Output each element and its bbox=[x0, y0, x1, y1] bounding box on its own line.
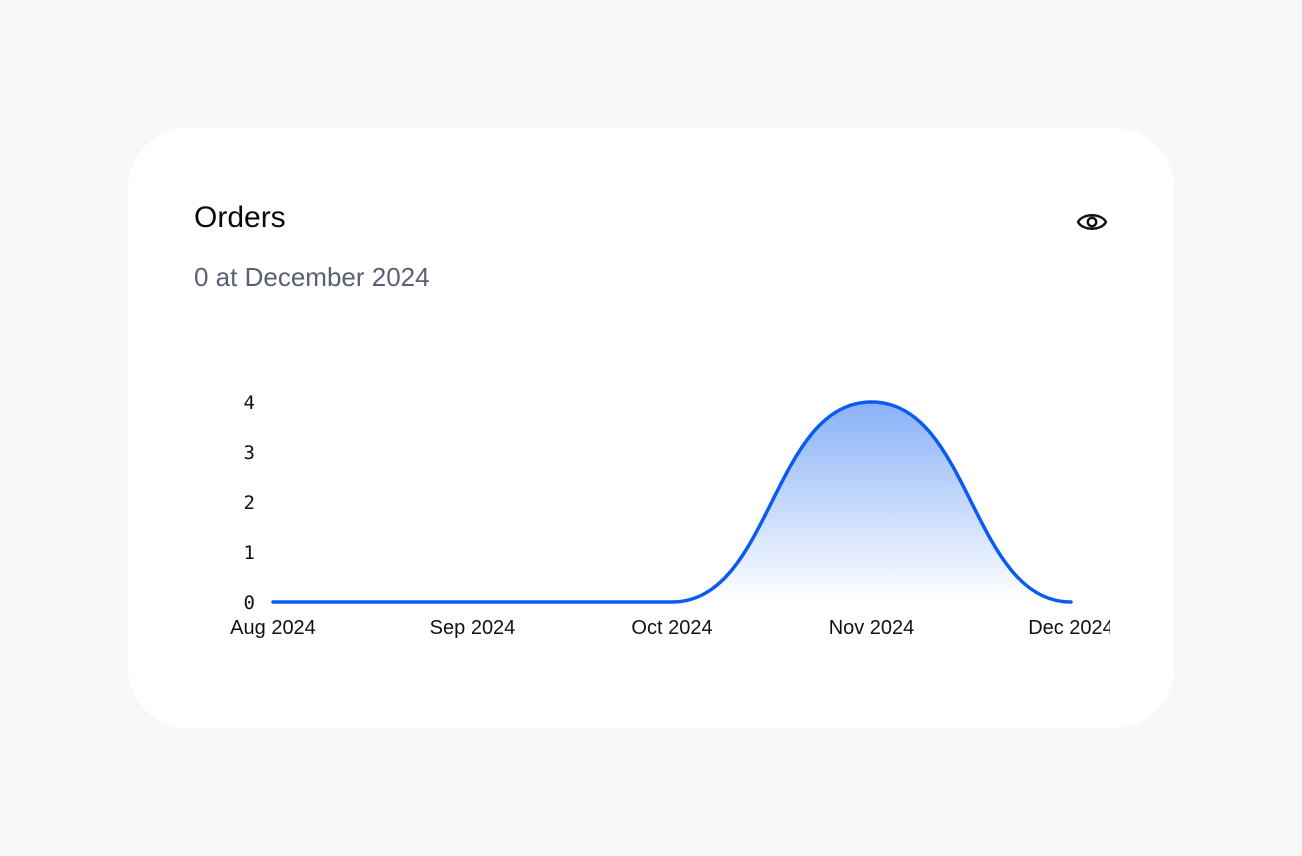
y-tick-label: 1 bbox=[244, 542, 255, 564]
x-tick-label: Dec 2024 bbox=[1028, 617, 1114, 639]
y-tick-label: 2 bbox=[244, 492, 255, 514]
y-tick-label: 3 bbox=[244, 442, 255, 464]
x-tick-label: Aug 2024 bbox=[230, 617, 316, 639]
y-tick-label: 4 bbox=[244, 392, 255, 414]
card-subtitle: 0 at December 2024 bbox=[194, 262, 430, 292]
x-tick-label: Nov 2024 bbox=[829, 617, 915, 639]
x-tick-label: Oct 2024 bbox=[631, 617, 712, 639]
series-area bbox=[273, 402, 1071, 602]
orders-card: Orders 0 at December 2024 0 1 2 3 4 Aug 2024 S… bbox=[128, 128, 1174, 728]
card-title: Orders bbox=[194, 201, 286, 234]
eye-icon bbox=[1076, 214, 1108, 230]
x-tick-label: Sep 2024 bbox=[430, 617, 516, 639]
y-tick-label: 0 bbox=[244, 592, 255, 614]
toggle-visibility-button[interactable] bbox=[1072, 204, 1112, 240]
orders-chart: 0 1 2 3 4 Aug 2024 Sep 2024 Oct 2024 Nov 2024 Dec… bbox=[230, 392, 1114, 639]
series-line bbox=[271, 400, 1073, 604]
